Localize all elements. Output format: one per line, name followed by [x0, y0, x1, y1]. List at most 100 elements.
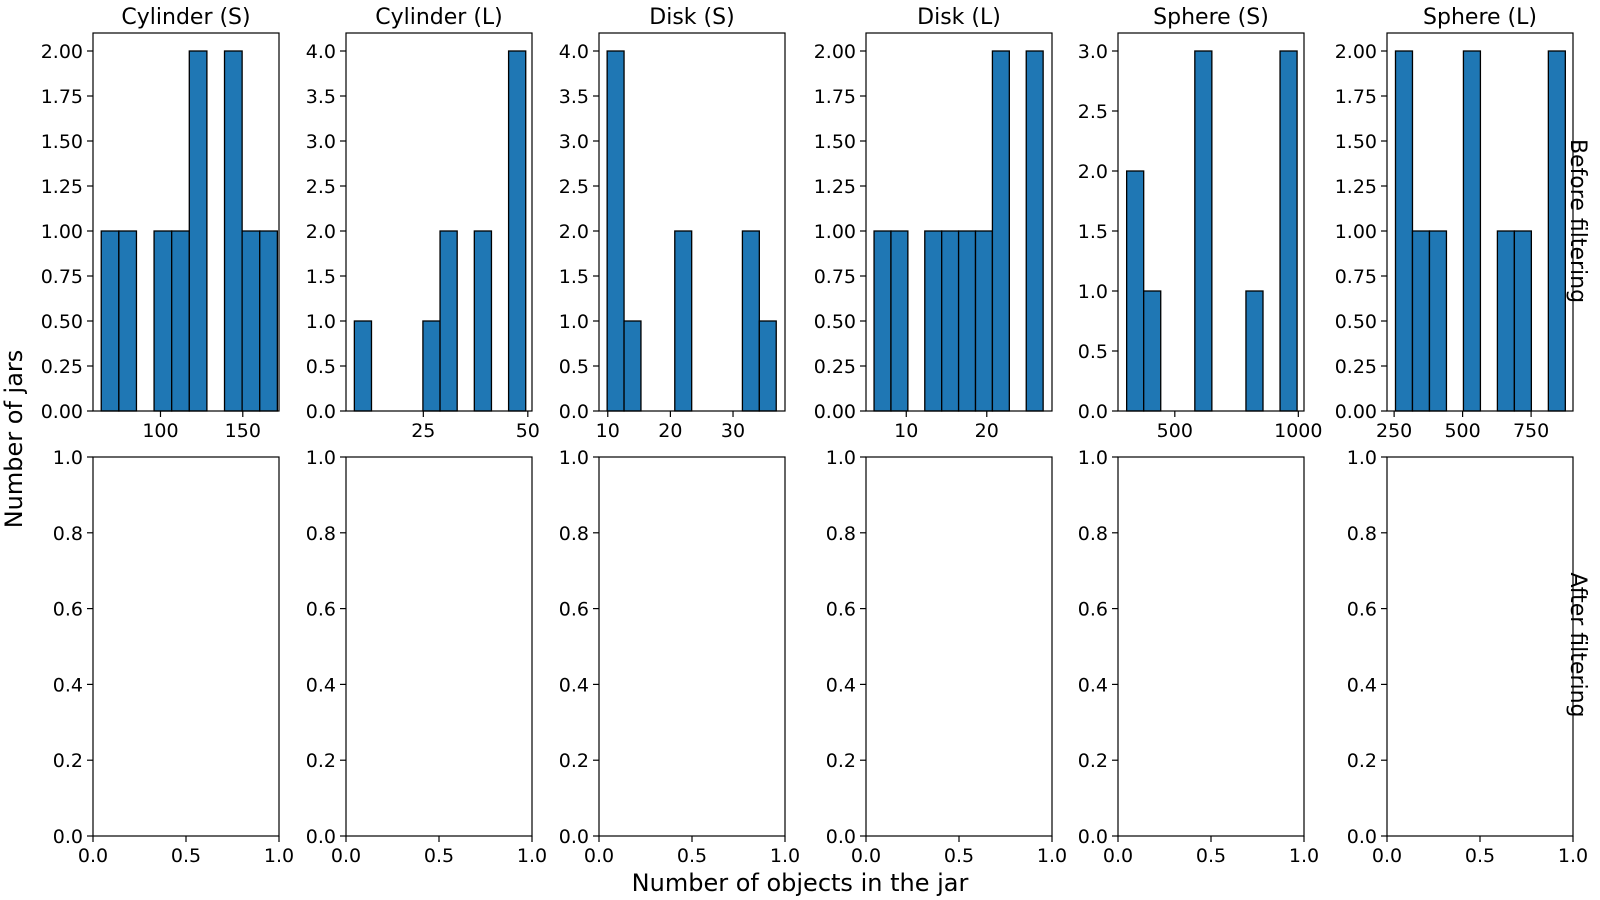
- histogram-bar: [1143, 290, 1162, 412]
- y-tick-label: 0.6: [53, 599, 83, 621]
- y-tick-label: 0.2: [1347, 750, 1377, 772]
- y-tick-label: 0.5: [1078, 341, 1108, 363]
- y-tick-label: 0.50: [1335, 311, 1377, 333]
- y-tick-label: 1.0: [559, 447, 589, 469]
- x-tick-label: 250: [1376, 420, 1412, 442]
- y-tick-label: 0.8: [559, 523, 589, 545]
- y-tick-label: 2.0: [559, 221, 589, 243]
- plot-frame: [1117, 456, 1305, 837]
- y-tick-label: 2.5: [559, 176, 589, 198]
- panel-after-filtering-2: 0.0 0.2 0.4 0.6 0.8 1.0 0.0 0.5 1.0: [306, 447, 547, 867]
- y-tick-label: 0.8: [53, 523, 83, 545]
- x-tick-label: 1.0: [517, 845, 547, 867]
- histogram-bar: [507, 50, 527, 412]
- y-tick-label: 0.4: [559, 674, 589, 696]
- plot-frame: [598, 32, 786, 412]
- x-tick-label: 150: [225, 420, 261, 442]
- y-tick-label: 0.6: [826, 599, 856, 621]
- y-tick-label: 3.5: [559, 86, 589, 108]
- y-tick-label: 0.8: [1347, 523, 1377, 545]
- x-tick-label: 1.0: [1558, 845, 1588, 867]
- y-tick-label: 2.00: [814, 41, 856, 63]
- panel-after-filtering-3: 0.0 0.2 0.4 0.6 0.8 1.0 0.0 0.5 1.0: [559, 447, 800, 867]
- y-tick-label: 2.0: [306, 221, 336, 243]
- histogram-bar: [890, 230, 909, 412]
- y-tick-label: 1.75: [1335, 86, 1377, 108]
- x-tick-label: 0.5: [424, 845, 454, 867]
- histogram-bar: [422, 320, 441, 412]
- y-tick-label: 1.0: [1078, 447, 1108, 469]
- histogram-bar: [623, 320, 642, 412]
- x-tick-label: 0.0: [1372, 845, 1402, 867]
- histogram-bar: [1125, 170, 1145, 412]
- y-tick-label: 0.00: [814, 401, 856, 423]
- x-tick-label: 20: [975, 420, 999, 442]
- x-tick-label: 25: [411, 420, 435, 442]
- y-tick-label: 0.4: [826, 674, 856, 696]
- panel-sphere-l: 0.00 0.25 0.50 0.75 1.00 1.25 1.50 1.75 2.00 250 5…: [1335, 5, 1574, 442]
- histogram-bar: [188, 50, 208, 412]
- plot-frame: [345, 456, 533, 837]
- x-tick-label: 0.0: [78, 845, 108, 867]
- plot-frame: [92, 32, 280, 412]
- y-tick-label: 0.5: [559, 356, 589, 378]
- y-tick-label: 2.5: [1078, 101, 1108, 123]
- y-tick-label: 0.2: [306, 750, 336, 772]
- y-tick-label: 0.0: [559, 826, 589, 848]
- y-tick-label: 1.25: [41, 176, 83, 198]
- x-tick-label: 0.0: [584, 845, 614, 867]
- y-tick-label: 3.5: [306, 86, 336, 108]
- x-tick-label: 0.0: [851, 845, 881, 867]
- y-tick-label: 0.8: [1078, 523, 1108, 545]
- x-tick-label: 50: [516, 420, 540, 442]
- histogram-bar: [1025, 50, 1044, 412]
- panel-title: Sphere (L): [1423, 5, 1537, 30]
- histogram-bar: [1513, 230, 1533, 412]
- y-tick-label: 1.0: [306, 447, 336, 469]
- plot-frame: [345, 32, 533, 412]
- panel-title: Cylinder (S): [121, 5, 250, 30]
- histogram-bar: [941, 230, 960, 412]
- panels-layer: 0.00 0.25 0.50 0.75 1.00 1.25 1.50 1.75 2.00 100 1…: [41, 5, 1588, 867]
- y-tick-label: 1.00: [1335, 221, 1377, 243]
- x-tick-label: 10: [894, 420, 918, 442]
- histogram-bar: [924, 230, 943, 412]
- plot-frame: [865, 456, 1053, 837]
- histogram-bar: [957, 230, 977, 412]
- x-tick-label: 500: [1157, 420, 1193, 442]
- x-tick-label: 0.0: [1103, 845, 1133, 867]
- y-tick-label: 0.25: [41, 356, 83, 378]
- y-tick-label: 1.00: [814, 221, 856, 243]
- y-axis-label: Number of jars: [0, 350, 28, 529]
- y-tick-label: 1.00: [41, 221, 83, 243]
- y-tick-label: 1.0: [559, 311, 589, 333]
- histogram-bar: [259, 230, 279, 412]
- histogram-bar: [1462, 50, 1482, 412]
- panel-cylinder-s: 0.00 0.25 0.50 0.75 1.00 1.25 1.50 1.75 2.00 100 1…: [41, 5, 280, 442]
- x-axis-label: Number of objects in the jar: [632, 869, 969, 897]
- x-tick-label: 0.5: [171, 845, 201, 867]
- y-tick-label: 0.6: [306, 599, 336, 621]
- histogram-bar: [606, 50, 625, 412]
- panel-title: Sphere (S): [1153, 5, 1269, 30]
- y-tick-label: 4.0: [559, 41, 589, 63]
- y-tick-label: 1.0: [826, 447, 856, 469]
- y-tick-label: 3.0: [306, 131, 336, 153]
- histogram-bar: [873, 230, 892, 412]
- y-tick-label: 0.6: [559, 599, 589, 621]
- y-tick-label: 0.5: [306, 356, 336, 378]
- histogram-bar: [473, 230, 493, 412]
- y-tick-label: 3.0: [1078, 41, 1108, 63]
- y-tick-label: 1.5: [306, 266, 336, 288]
- histogram-bar: [439, 230, 458, 412]
- y-tick-label: 1.0: [1078, 281, 1108, 303]
- y-tick-label: 0.00: [41, 401, 83, 423]
- y-tick-label: 0.75: [41, 266, 83, 288]
- y-tick-label: 0.2: [1078, 750, 1108, 772]
- y-tick-label: 2.00: [41, 41, 83, 63]
- y-tick-label: 1.5: [1078, 221, 1108, 243]
- y-tick-label: 0.75: [1335, 266, 1377, 288]
- y-tick-label: 0.50: [41, 311, 83, 333]
- panel-disk-l: 0.00 0.25 0.50 0.75 1.00 1.25 1.50 1.75 2.00 10 20…: [814, 5, 1053, 442]
